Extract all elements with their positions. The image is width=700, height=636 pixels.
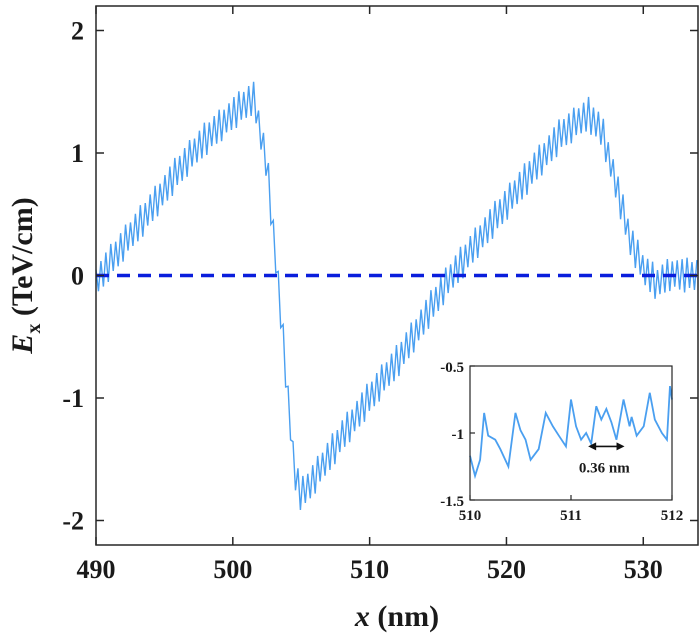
x-tick-label: 530 xyxy=(624,555,663,584)
inset-ticks-group xyxy=(469,365,673,501)
inset-background xyxy=(418,356,680,526)
x-axis-label-var: x xyxy=(354,600,370,633)
x-axis-label: x (nm) xyxy=(354,600,439,633)
inset-tick-labels-group: 510 511 512 -0.5 -1 -1.5 xyxy=(440,360,683,524)
inset-series-line xyxy=(469,385,673,480)
main-tick-labels-group: 490 500 510 520 530 2 1 0 -1 -2 xyxy=(62,17,662,585)
main-ticks-group xyxy=(95,6,698,545)
inset-x-tick-label: 510 xyxy=(459,508,482,524)
main-series-group xyxy=(95,81,698,511)
x-tick-label: 520 xyxy=(487,555,526,584)
y-tick-label: -2 xyxy=(62,507,84,536)
inset-x-tick-label: 512 xyxy=(661,508,684,524)
inset-series-group xyxy=(469,385,673,480)
y-tick-label: 0 xyxy=(71,262,84,291)
y-axis-label: Ex (TeV/cm) xyxy=(6,197,45,354)
inset-y-tick-label: -0.5 xyxy=(440,360,464,376)
inset-annotation-group: 0.36 nm xyxy=(579,442,630,476)
y-axis-label-sub: x xyxy=(23,324,45,334)
y-tick-label: 2 xyxy=(71,17,84,46)
annotation-arrowhead-right xyxy=(616,442,625,451)
annotation-arrowhead-left xyxy=(588,442,597,451)
inset-y-tick-label: -1.5 xyxy=(440,494,464,510)
series-line-ex xyxy=(95,81,698,511)
main-plot: 490 500 510 520 530 2 1 0 -1 -2 x (nm) Ex (TeV/cm… xyxy=(6,5,699,633)
x-tick-label: 500 xyxy=(213,555,252,584)
inset-plot: 510 511 512 -0.5 -1 -1.5 0.36 nm xyxy=(418,356,683,526)
annotation-label: 0.36 nm xyxy=(579,460,630,476)
y-axis-label-unit: (TeV/cm) xyxy=(6,197,39,323)
y-tick-label: -1 xyxy=(62,384,84,413)
x-tick-label: 510 xyxy=(350,555,389,584)
y-axis-label-var: E xyxy=(6,334,39,355)
x-tick-label: 490 xyxy=(77,555,116,584)
inset-x-tick-label: 511 xyxy=(560,508,582,524)
x-axis-label-unit: (nm) xyxy=(370,600,439,633)
inset-y-tick-label: -1 xyxy=(452,427,465,443)
y-tick-label: 1 xyxy=(71,139,84,168)
